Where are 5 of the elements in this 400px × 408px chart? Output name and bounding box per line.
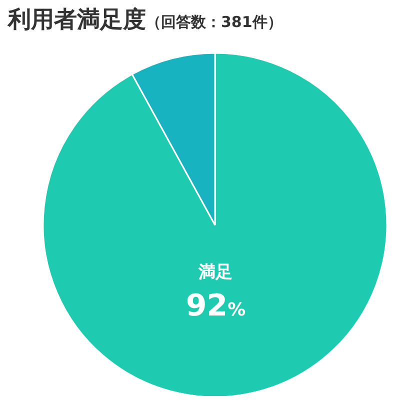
chart-title: 利用者満足度 xyxy=(8,7,146,33)
slice-label: 満足 xyxy=(198,262,233,282)
chart-subtitle: （回答数：381件） xyxy=(146,13,282,31)
data-label: 92% xyxy=(186,288,246,324)
pie-slice xyxy=(42,52,388,396)
